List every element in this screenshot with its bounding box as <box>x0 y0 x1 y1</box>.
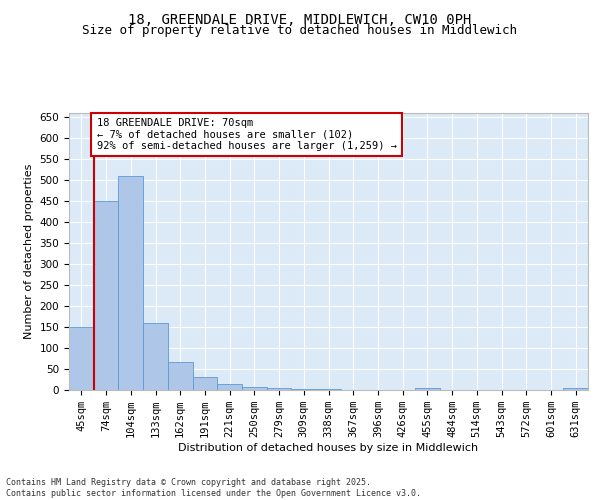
Bar <box>292 388 316 390</box>
Bar <box>415 388 440 390</box>
Text: 18, GREENDALE DRIVE, MIDDLEWICH, CW10 0PH: 18, GREENDALE DRIVE, MIDDLEWICH, CW10 0P… <box>128 12 472 26</box>
Text: Size of property relative to detached houses in Middlewich: Size of property relative to detached ho… <box>83 24 517 37</box>
Bar <box>193 376 217 390</box>
Bar <box>168 362 193 390</box>
Text: 18 GREENDALE DRIVE: 70sqm
← 7% of detached houses are smaller (102)
92% of semi-: 18 GREENDALE DRIVE: 70sqm ← 7% of detach… <box>97 118 397 151</box>
Bar <box>316 389 341 390</box>
Bar <box>217 384 242 390</box>
Bar <box>118 176 143 390</box>
Bar <box>242 386 267 390</box>
Y-axis label: Number of detached properties: Number of detached properties <box>24 164 34 339</box>
Bar <box>563 388 588 390</box>
Bar <box>69 327 94 390</box>
Bar <box>267 388 292 390</box>
Text: Contains HM Land Registry data © Crown copyright and database right 2025.
Contai: Contains HM Land Registry data © Crown c… <box>6 478 421 498</box>
Bar <box>143 322 168 390</box>
X-axis label: Distribution of detached houses by size in Middlewich: Distribution of detached houses by size … <box>178 443 479 453</box>
Bar <box>94 201 118 390</box>
